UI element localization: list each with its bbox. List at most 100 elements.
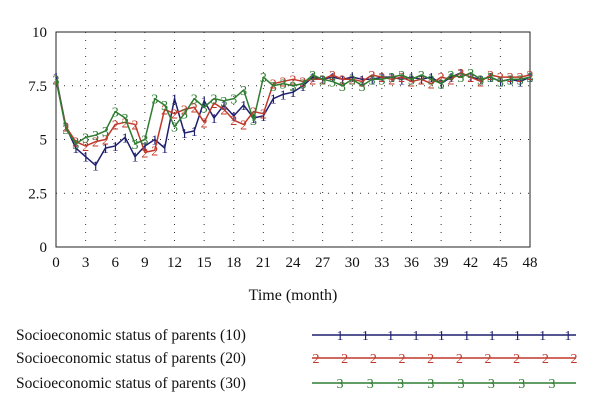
data-point-marker: 3 xyxy=(448,69,455,84)
data-point-marker: 2 xyxy=(388,73,395,88)
data-point-marker: 2 xyxy=(191,101,198,116)
series-line xyxy=(55,72,531,145)
legend-marker: 3 xyxy=(367,377,374,392)
data-point-marker: 1 xyxy=(201,95,208,110)
x-tick-label: 27 xyxy=(315,255,331,271)
data-point-marker: 2 xyxy=(122,116,129,131)
legend-label: Socioeconomic status of parents (10) xyxy=(16,327,246,344)
x-tick-label: 3 xyxy=(82,255,90,271)
data-point-marker: 1 xyxy=(171,93,178,108)
data-point-marker: 1 xyxy=(319,73,326,88)
data-point-marker: 3 xyxy=(507,73,514,88)
legend-marker: 2 xyxy=(341,352,348,367)
legend-marker: 1 xyxy=(514,329,521,344)
data-point-marker: 3 xyxy=(369,73,376,88)
legend-marker: 2 xyxy=(513,352,520,367)
y-tick-label: 0 xyxy=(40,240,48,256)
data-point-marker: 1 xyxy=(132,151,139,166)
x-tick-label: 18 xyxy=(226,255,241,271)
y-tick-label: 2.5 xyxy=(28,186,47,202)
data-point-marker: 3 xyxy=(319,73,326,88)
data-point-marker: 3 xyxy=(418,69,425,84)
data-point-marker: 3 xyxy=(53,73,60,88)
data-point-marker: 2 xyxy=(220,103,227,118)
data-point-marker: 2 xyxy=(467,71,474,86)
data-point-marker: 2 xyxy=(260,108,267,123)
data-point-marker: 3 xyxy=(467,67,474,82)
x-tick-label: 33 xyxy=(374,255,389,271)
legend-marker: 1 xyxy=(565,329,572,344)
data-point-marker: 3 xyxy=(112,106,119,121)
data-point-marker: 1 xyxy=(112,140,119,155)
x-tick-label: 30 xyxy=(345,255,360,271)
plot-area-frame xyxy=(55,31,531,248)
legend-label: Socioeconomic status of parents (20) xyxy=(16,350,246,367)
series-line xyxy=(55,72,531,154)
legend-marker: 3 xyxy=(337,377,344,392)
data-point-marker: 1 xyxy=(151,134,158,149)
data-point-marker: 3 xyxy=(230,93,237,108)
data-point-marker: 1 xyxy=(418,73,425,88)
data-point-marker: 2 xyxy=(290,73,297,88)
data-point-marker: 2 xyxy=(418,73,425,88)
data-point-marker: 1 xyxy=(507,73,514,88)
legend-marker: 3 xyxy=(518,377,525,392)
data-point-marker: 3 xyxy=(161,99,168,114)
data-point-marker: 1 xyxy=(369,73,376,88)
data-point-marker: 3 xyxy=(260,71,267,86)
legend-marker: 2 xyxy=(399,352,406,367)
data-point-marker: 2 xyxy=(102,134,109,149)
data-point-marker: 3 xyxy=(457,71,464,86)
y-tick-label: 5 xyxy=(40,133,48,149)
data-point-marker: 1 xyxy=(240,99,247,114)
legend-marker: 1 xyxy=(539,329,546,344)
data-point-marker: 1 xyxy=(517,75,524,90)
legend-marker: 3 xyxy=(488,377,495,392)
data-point-marker: 2 xyxy=(497,71,504,86)
x-tick-label: 48 xyxy=(523,255,538,271)
legend-item: Socioeconomic status of parents (30) 3 3 3 3… xyxy=(16,375,576,392)
legend-marker: 3 xyxy=(427,377,434,392)
data-point-marker: 3 xyxy=(102,125,109,140)
data-point-marker: 3 xyxy=(388,71,395,86)
data-point-marker: 3 xyxy=(122,112,129,127)
legend-marker: 1 xyxy=(489,329,496,344)
data-point-marker: 3 xyxy=(191,93,198,108)
data-point-marker: 3 xyxy=(181,108,188,123)
data-point-marker: 1 xyxy=(467,71,474,86)
data-point-marker: 2 xyxy=(527,69,534,84)
data-point-marker: 3 xyxy=(72,138,79,153)
data-point-marker: 3 xyxy=(132,138,139,153)
y-tick-label: 10 xyxy=(32,25,47,41)
legend-marker: 1 xyxy=(387,329,394,344)
data-point-marker: 1 xyxy=(102,142,109,157)
data-point-marker: 1 xyxy=(329,71,336,86)
data-point-marker: 1 xyxy=(53,71,60,86)
data-point-marker: 2 xyxy=(457,67,464,82)
data-point-marker: 1 xyxy=(230,110,237,125)
data-point-marker: 3 xyxy=(171,121,178,136)
data-point-marker: 3 xyxy=(398,69,405,84)
x-tick-label: 45 xyxy=(493,255,508,271)
data-point-marker: 1 xyxy=(398,73,405,88)
legend-marker: 1 xyxy=(362,329,369,344)
series-line xyxy=(55,72,531,167)
legend-marker: 2 xyxy=(313,352,320,367)
data-point-marker: 3 xyxy=(151,93,158,108)
data-point-marker: 3 xyxy=(250,114,257,129)
data-point-marker: 2 xyxy=(477,75,484,90)
legend-marker: 2 xyxy=(542,352,549,367)
data-point-marker: 2 xyxy=(369,69,376,84)
legend-marker: 2 xyxy=(427,352,434,367)
legend-label: Socioeconomic status of parents (30) xyxy=(16,375,246,392)
legend-marker: 2 xyxy=(571,352,578,367)
x-tick-label: 36 xyxy=(404,255,420,271)
data-point-marker: 1 xyxy=(339,73,346,88)
data-point-marker: 2 xyxy=(349,73,356,88)
data-point-marker: 2 xyxy=(181,103,188,118)
data-point-marker: 2 xyxy=(171,108,178,123)
data-point-marker: 3 xyxy=(497,75,504,90)
data-point-marker: 3 xyxy=(92,129,99,144)
